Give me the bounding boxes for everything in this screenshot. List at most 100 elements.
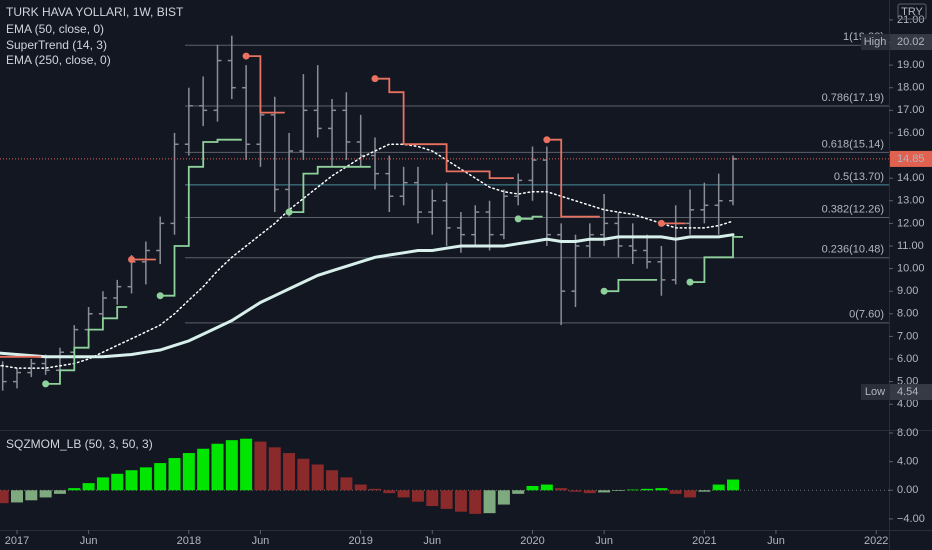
momentum-bar — [440, 490, 453, 509]
momentum-bar — [96, 477, 109, 491]
currency-label[interactable]: TRY — [901, 6, 923, 18]
momentum-bar — [397, 490, 410, 498]
legend-entry: EMA (250, close, 0) — [6, 53, 111, 67]
momentum-bar — [0, 490, 9, 504]
low-tag-name — [861, 384, 889, 401]
y-tick-label: 0.00 — [897, 484, 918, 496]
momentum-bar — [583, 490, 596, 494]
momentum-bar — [39, 490, 52, 498]
momentum-bar — [569, 490, 582, 492]
supertrend-line — [518, 215, 543, 220]
momentum-bar — [626, 489, 639, 491]
supertrend-signal — [128, 256, 136, 264]
momentum-bar — [684, 490, 697, 498]
x-tick-label: 2017 — [5, 535, 29, 547]
momentum-bar — [354, 484, 367, 491]
fib-label: 0.236(10.48) — [822, 244, 884, 256]
supertrend-signal — [600, 287, 608, 295]
momentum-bar — [641, 488, 654, 491]
momentum-bar — [411, 490, 424, 502]
chart-title: TURK HAVA YOLLARI, 1W, BIST — [6, 5, 184, 19]
y-tick-label: 16.00 — [897, 127, 925, 139]
y-tick-label: 10.00 — [897, 262, 925, 274]
supertrend-signal — [371, 75, 379, 83]
x-tick-label: Jun — [595, 535, 613, 547]
momentum-bar — [655, 488, 668, 491]
x-tick-label: Jun — [767, 535, 785, 547]
currency-button[interactable] — [897, 3, 927, 20]
momentum-bar — [483, 490, 496, 514]
y-tick-label: 8.00 — [897, 308, 918, 320]
momentum-bar — [182, 453, 195, 491]
legend-entry: EMA (50, close, 0) — [6, 22, 104, 36]
momentum-bar — [211, 443, 224, 491]
momentum-bar — [283, 453, 296, 491]
momentum-bar — [254, 441, 267, 491]
momentum-bar — [311, 464, 324, 491]
y-tick-label: 11.00 — [897, 240, 924, 252]
x-tick-label: 2019 — [348, 535, 372, 547]
fib-label: 0.618(15.14) — [822, 138, 884, 150]
momentum-bar — [512, 490, 525, 494]
momentum-bar — [469, 490, 482, 514]
y-tick-label: 4.00 — [897, 398, 918, 410]
momentum-bar — [154, 463, 167, 491]
momentum-bar — [139, 467, 152, 491]
momentum-bar — [197, 448, 210, 491]
x-tick-label: 2021 — [692, 535, 716, 547]
low-tag-label: Low — [865, 386, 885, 398]
momentum-bar — [426, 490, 439, 507]
last-price-tag — [890, 150, 932, 167]
momentum-bar — [698, 490, 711, 492]
momentum-bar — [225, 440, 238, 491]
low-tag — [890, 384, 932, 401]
momentum-bar — [526, 485, 539, 491]
y-tick-label: 6.00 — [897, 353, 918, 365]
ema-line — [0, 233, 735, 359]
momentum-bar — [540, 484, 553, 491]
momentum-bar — [369, 488, 381, 491]
supertrend-line — [45, 306, 128, 385]
supertrend-signal — [514, 215, 522, 223]
high-tag-label: High — [864, 36, 887, 48]
y-tick-label: 17.00 — [897, 104, 925, 116]
momentum-bar — [497, 490, 510, 505]
y-tick-label: −4.00 — [897, 513, 925, 525]
high-tag-name — [861, 34, 889, 51]
momentum-bar — [25, 490, 38, 501]
momentum-bar — [82, 483, 95, 491]
momentum-bar — [612, 490, 625, 491]
momentum-bar — [125, 470, 138, 491]
x-tick-label: 2020 — [520, 535, 544, 547]
supertrend-line — [375, 77, 514, 179]
supertrend-signal — [543, 136, 551, 144]
momentum-bar — [111, 473, 124, 491]
x-tick-label: Jun — [252, 535, 270, 547]
high-tag-value: 20.02 — [897, 36, 925, 48]
supertrend-line — [246, 55, 285, 114]
supertrend-signal — [42, 380, 50, 388]
supertrend-line — [604, 279, 658, 293]
y-tick-label: 4.00 — [897, 456, 918, 468]
momentum-bar — [326, 470, 339, 491]
fib-label: 0.786(17.19) — [822, 92, 884, 104]
supertrend-signal — [242, 52, 250, 60]
supertrend-signal — [285, 208, 293, 216]
y-tick-label: 14.00 — [897, 172, 925, 184]
ema-line — [0, 143, 734, 369]
y-tick-label: 19.00 — [897, 59, 925, 71]
momentum-bar — [53, 490, 66, 494]
momentum-bar — [240, 438, 253, 491]
momentum-bar — [11, 490, 23, 503]
x-tick-label: 2018 — [177, 535, 201, 547]
x-tick-label: Jun — [80, 535, 98, 547]
supertrend-signal — [156, 292, 164, 300]
legend-entry: SQZMOM_LB (50, 3, 50, 3) — [6, 437, 153, 451]
low-tag-value: 4.54 — [897, 386, 918, 398]
y-tick-label: 13.00 — [897, 195, 925, 207]
overlay: TURK HAVA YOLLARI, 1W, BIST EMA (50, clo… — [6, 3, 927, 451]
supertrend-signal — [657, 219, 665, 227]
momentum-bar — [383, 490, 396, 494]
y-tick-label: 18.00 — [897, 82, 925, 94]
